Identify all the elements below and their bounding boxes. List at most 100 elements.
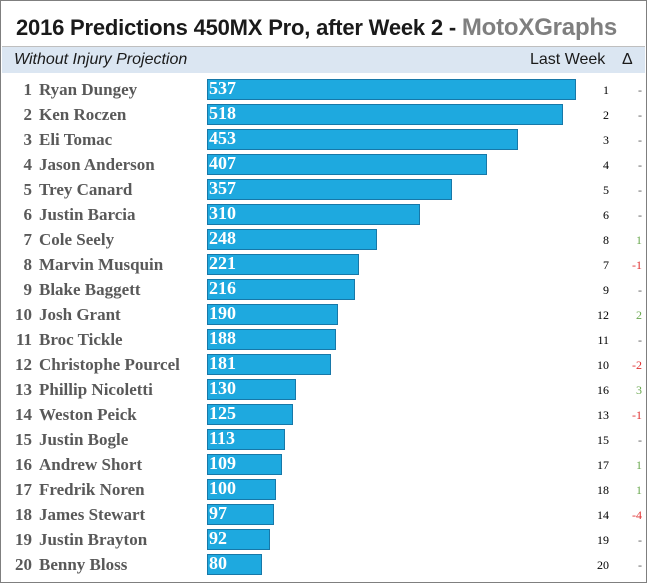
delta-value: -: [638, 108, 642, 122]
bar-value-label: 453: [209, 128, 236, 148]
bar-value-label: 109: [209, 453, 236, 473]
rank-label: 2: [23, 105, 33, 124]
bar-value-label: 221: [209, 253, 236, 273]
bar-value-label: 518: [209, 103, 236, 123]
last-week-value: 15: [597, 433, 609, 447]
bar-value-label: 92: [209, 528, 227, 548]
bar: [207, 129, 518, 150]
bar-value-label: 407: [209, 153, 236, 173]
rank-label: 6: [23, 205, 33, 224]
rank-label: 7: [23, 230, 33, 249]
rank-label: 8: [23, 255, 33, 274]
bar: [207, 79, 576, 100]
rider-label: Justin Barcia: [39, 205, 136, 224]
bar-value-label: 97: [209, 503, 227, 523]
delta-value: -1: [632, 258, 642, 272]
bar: [207, 279, 355, 300]
last-week-value: 19: [597, 533, 609, 547]
rider-label: Fredrik Noren: [39, 480, 145, 499]
bar-value-label: 188: [209, 328, 236, 348]
rank-label: 1: [23, 80, 33, 99]
last-week-value: 4: [603, 158, 609, 172]
delta-value: 2: [636, 308, 642, 322]
delta-value: -: [638, 558, 642, 572]
rank-label: 19: [15, 530, 32, 549]
delta-value: 1: [636, 233, 642, 247]
last-week-value: 5: [603, 183, 609, 197]
rider-label: Jason Anderson: [39, 155, 155, 174]
bar: [207, 479, 276, 500]
delta-value: -4: [632, 508, 642, 522]
delta-value: -: [638, 533, 642, 547]
rider-label: Trey Canard: [39, 180, 133, 199]
bar: [207, 404, 293, 425]
brand-name: MotoXGraphs: [461, 14, 618, 41]
last-week-value: 10: [597, 358, 609, 372]
rider-label: Blake Baggett: [39, 280, 141, 299]
last-week-value: 1: [603, 83, 609, 97]
bar: [207, 104, 563, 125]
rider-label: Andrew Short: [39, 455, 143, 474]
last-week-header: Last Week: [530, 51, 606, 68]
bar-value-label: 113: [209, 428, 236, 448]
rank-label: 20: [15, 555, 32, 574]
bar: [207, 179, 452, 200]
rider-label: Weston Peick: [39, 405, 137, 424]
rank-label: 13: [15, 380, 32, 399]
delta-value: -: [638, 208, 642, 222]
rider-label: Cole Seely: [39, 230, 115, 249]
bar-value-label: 216: [209, 278, 236, 298]
rank-label: 10: [15, 305, 32, 324]
bar-value-label: 181: [209, 353, 236, 373]
rank-label: 3: [23, 130, 33, 149]
bar: [207, 504, 274, 525]
bar-value-label: 248: [209, 228, 236, 248]
rank-label: 11: [15, 330, 32, 349]
rider-label: James Stewart: [39, 505, 146, 524]
bar-value-label: 190: [209, 303, 236, 323]
bar-value-label: 130: [209, 378, 236, 398]
rider-label: Phillip Nicoletti: [39, 380, 153, 399]
delta-value: -: [638, 283, 642, 297]
bar-value-label: 357: [209, 178, 236, 198]
last-week-value: 16: [597, 383, 609, 397]
delta-value: -1: [632, 408, 642, 422]
rider-label: Ryan Dungey: [39, 80, 138, 99]
delta-value: -: [638, 333, 642, 347]
delta-value: -: [638, 133, 642, 147]
bar: [207, 154, 487, 175]
delta-value: -: [638, 433, 642, 447]
last-week-value: 3: [603, 133, 609, 147]
rider-label: Justin Bogle: [39, 430, 129, 449]
rank-label: 18: [15, 505, 32, 524]
chart-subtitle: Without Injury Projection: [14, 51, 188, 68]
rank-label: 9: [23, 280, 33, 299]
rider-label: Christophe Pourcel: [39, 355, 180, 374]
title-bar: 2016 Predictions 450MX Pro, after Week 2…: [2, 2, 645, 47]
bar-value-label: 100: [209, 478, 236, 498]
bar: [207, 329, 336, 350]
rider-label: Josh Grant: [39, 305, 121, 324]
rank-label: 5: [23, 180, 33, 199]
bar: [207, 554, 262, 575]
rank-label: 16: [15, 455, 32, 474]
delta-value: 1: [636, 483, 642, 497]
last-week-value: 2: [603, 108, 609, 122]
rank-label: 4: [23, 155, 33, 174]
delta-value: -: [638, 83, 642, 97]
last-week-value: 12: [597, 308, 609, 322]
last-week-value: 17: [597, 458, 609, 472]
delta-value: 1: [636, 458, 642, 472]
rank-label: 15: [15, 430, 32, 449]
bar: [207, 304, 338, 325]
last-week-value: 6: [603, 208, 609, 222]
rank-label: 14: [15, 405, 32, 424]
bar: [207, 254, 359, 275]
bar: [207, 229, 377, 250]
last-week-value: 13: [597, 408, 609, 422]
bar: [207, 204, 420, 225]
last-week-value: 14: [597, 508, 609, 522]
last-week-value: 9: [603, 283, 609, 297]
last-week-value: 8: [603, 233, 609, 247]
